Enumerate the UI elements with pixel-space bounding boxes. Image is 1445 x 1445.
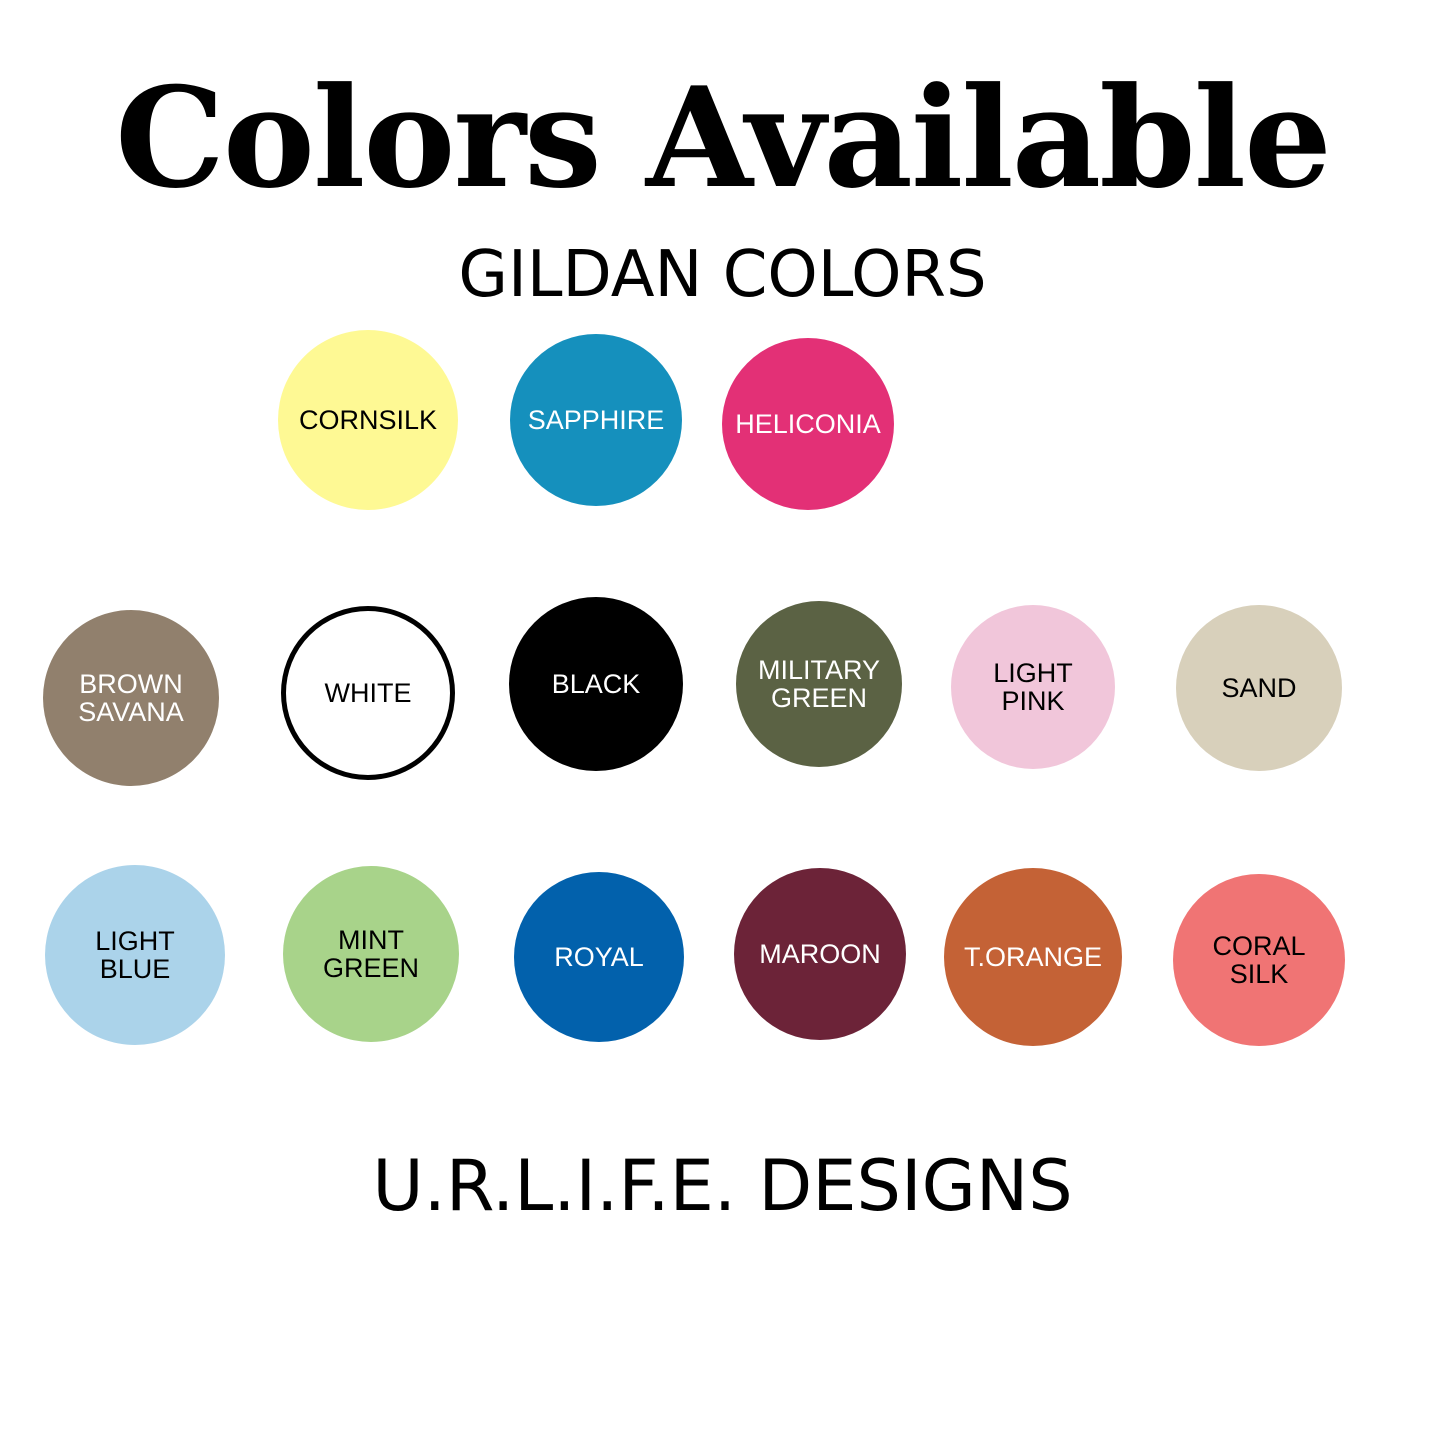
swatch-label: MILITARY GREEN bbox=[757, 654, 881, 713]
color-swatch: SAND bbox=[1176, 605, 1342, 771]
color-swatch: WHITE bbox=[281, 606, 455, 780]
swatch-label: BLACK bbox=[551, 668, 641, 699]
swatch-label: ROYAL bbox=[554, 941, 644, 972]
swatch-label: MINT GREEN bbox=[322, 924, 420, 983]
color-swatch: SAPPHIRE bbox=[510, 334, 682, 506]
swatch-label: WHITE bbox=[324, 677, 412, 708]
color-swatch: BLACK bbox=[509, 597, 683, 771]
color-swatch: HELICONIA bbox=[722, 338, 894, 510]
swatch-label: BROWN SAVANA bbox=[78, 668, 184, 727]
page-title: Colors Available bbox=[115, 56, 1332, 219]
color-swatch: CORNSILK bbox=[278, 330, 458, 510]
color-swatch: LIGHT PINK bbox=[951, 605, 1115, 769]
swatch-label: MAROON bbox=[759, 938, 881, 969]
swatch-label: CORNSILK bbox=[298, 404, 438, 435]
color-swatch: ROYAL bbox=[514, 872, 684, 1042]
brand-footer: U.R.L.I.F.E. DESIGNS bbox=[372, 1145, 1073, 1227]
swatch-label: T.ORANGE bbox=[963, 941, 1103, 972]
swatch-label: LIGHT PINK bbox=[993, 657, 1073, 716]
color-swatch: BROWN SAVANA bbox=[43, 610, 219, 786]
color-swatch: MAROON bbox=[734, 868, 906, 1040]
swatch-label: SAND bbox=[1221, 672, 1297, 703]
swatch-label: LIGHT BLUE bbox=[95, 925, 175, 984]
swatch-label: HELICONIA bbox=[735, 408, 881, 439]
swatch-label: CORAL SILK bbox=[1212, 930, 1306, 989]
color-swatch: MINT GREEN bbox=[283, 866, 459, 1042]
color-swatch: CORAL SILK bbox=[1173, 874, 1345, 1046]
color-swatch: LIGHT BLUE bbox=[45, 865, 225, 1045]
swatch-label: SAPPHIRE bbox=[527, 404, 665, 435]
subtitle: GILDAN COLORS bbox=[458, 238, 987, 312]
color-swatch: MILITARY GREEN bbox=[736, 601, 902, 767]
color-swatch: T.ORANGE bbox=[944, 868, 1122, 1046]
